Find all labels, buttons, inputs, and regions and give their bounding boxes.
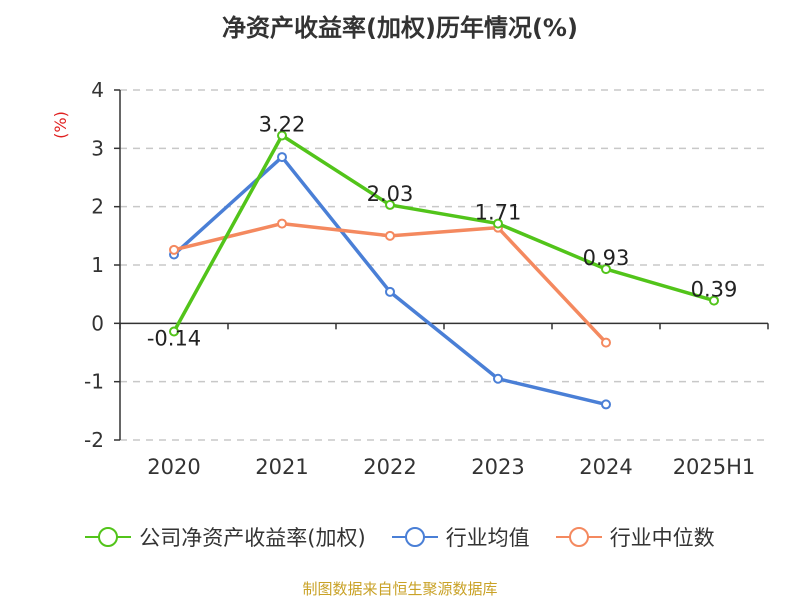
data-label: 2.03 <box>367 182 414 206</box>
data-point <box>601 264 611 275</box>
y-tick-label: 1 <box>91 253 104 277</box>
y-axis-unit-label: (%) <box>51 111 70 139</box>
y-tick-label: -2 <box>84 428 104 452</box>
series-line <box>172 133 715 333</box>
data-label: 0.39 <box>691 278 738 302</box>
legend-marker-icon <box>85 527 132 547</box>
x-tick-label: 2025H1 <box>673 455 756 479</box>
legend-label: 公司净资产收益率(加权) <box>139 526 366 550</box>
x-tick-label: 2023 <box>471 455 524 479</box>
source-note: 制图数据来自恒生聚源数据库 <box>302 580 498 598</box>
legend-label: 行业中位数 <box>609 526 715 550</box>
legend-marker-icon <box>391 527 438 547</box>
y-tick-label: -1 <box>84 370 104 394</box>
data-point <box>385 199 395 210</box>
x-tick-label: 2024 <box>579 455 632 479</box>
data-point <box>169 244 179 255</box>
legend-item-company-roe[interactable]: 公司净资产收益率(加权) <box>85 522 366 552</box>
chart-title: 净资产收益率(加权)历年情况(%) <box>222 14 578 42</box>
legend-item-industry-median[interactable]: 行业中位数 <box>555 522 715 552</box>
data-point <box>493 373 503 384</box>
legend: 公司净资产收益率(加权) 行业均值 行业中位数 <box>0 522 800 552</box>
data-point <box>493 218 503 229</box>
legend-label: 行业均值 <box>445 526 530 550</box>
data-point <box>601 337 611 348</box>
x-tick-label: 2021 <box>255 455 308 479</box>
y-tick-label: 4 <box>91 78 104 102</box>
data-point <box>169 326 179 337</box>
y-tick-label: 2 <box>91 195 104 219</box>
data-point <box>385 230 395 241</box>
data-point <box>601 399 611 410</box>
y-tick-label: 3 <box>91 136 104 160</box>
x-tick-label: 2022 <box>363 455 416 479</box>
legend-marker-icon <box>555 527 602 547</box>
data-point <box>277 130 287 141</box>
legend-item-industry-mean[interactable]: 行业均值 <box>391 522 530 552</box>
data-label: 0.93 <box>583 246 630 270</box>
x-tick-label: 2020 <box>147 455 200 479</box>
y-tick-label: 0 <box>91 311 104 335</box>
data-label: 1.71 <box>475 201 522 225</box>
data-point <box>277 152 287 163</box>
data-label: 3.22 <box>259 113 306 137</box>
data-point <box>385 286 395 297</box>
data-point <box>709 295 719 306</box>
data-label: -0.14 <box>147 327 201 351</box>
data-point <box>277 218 287 229</box>
